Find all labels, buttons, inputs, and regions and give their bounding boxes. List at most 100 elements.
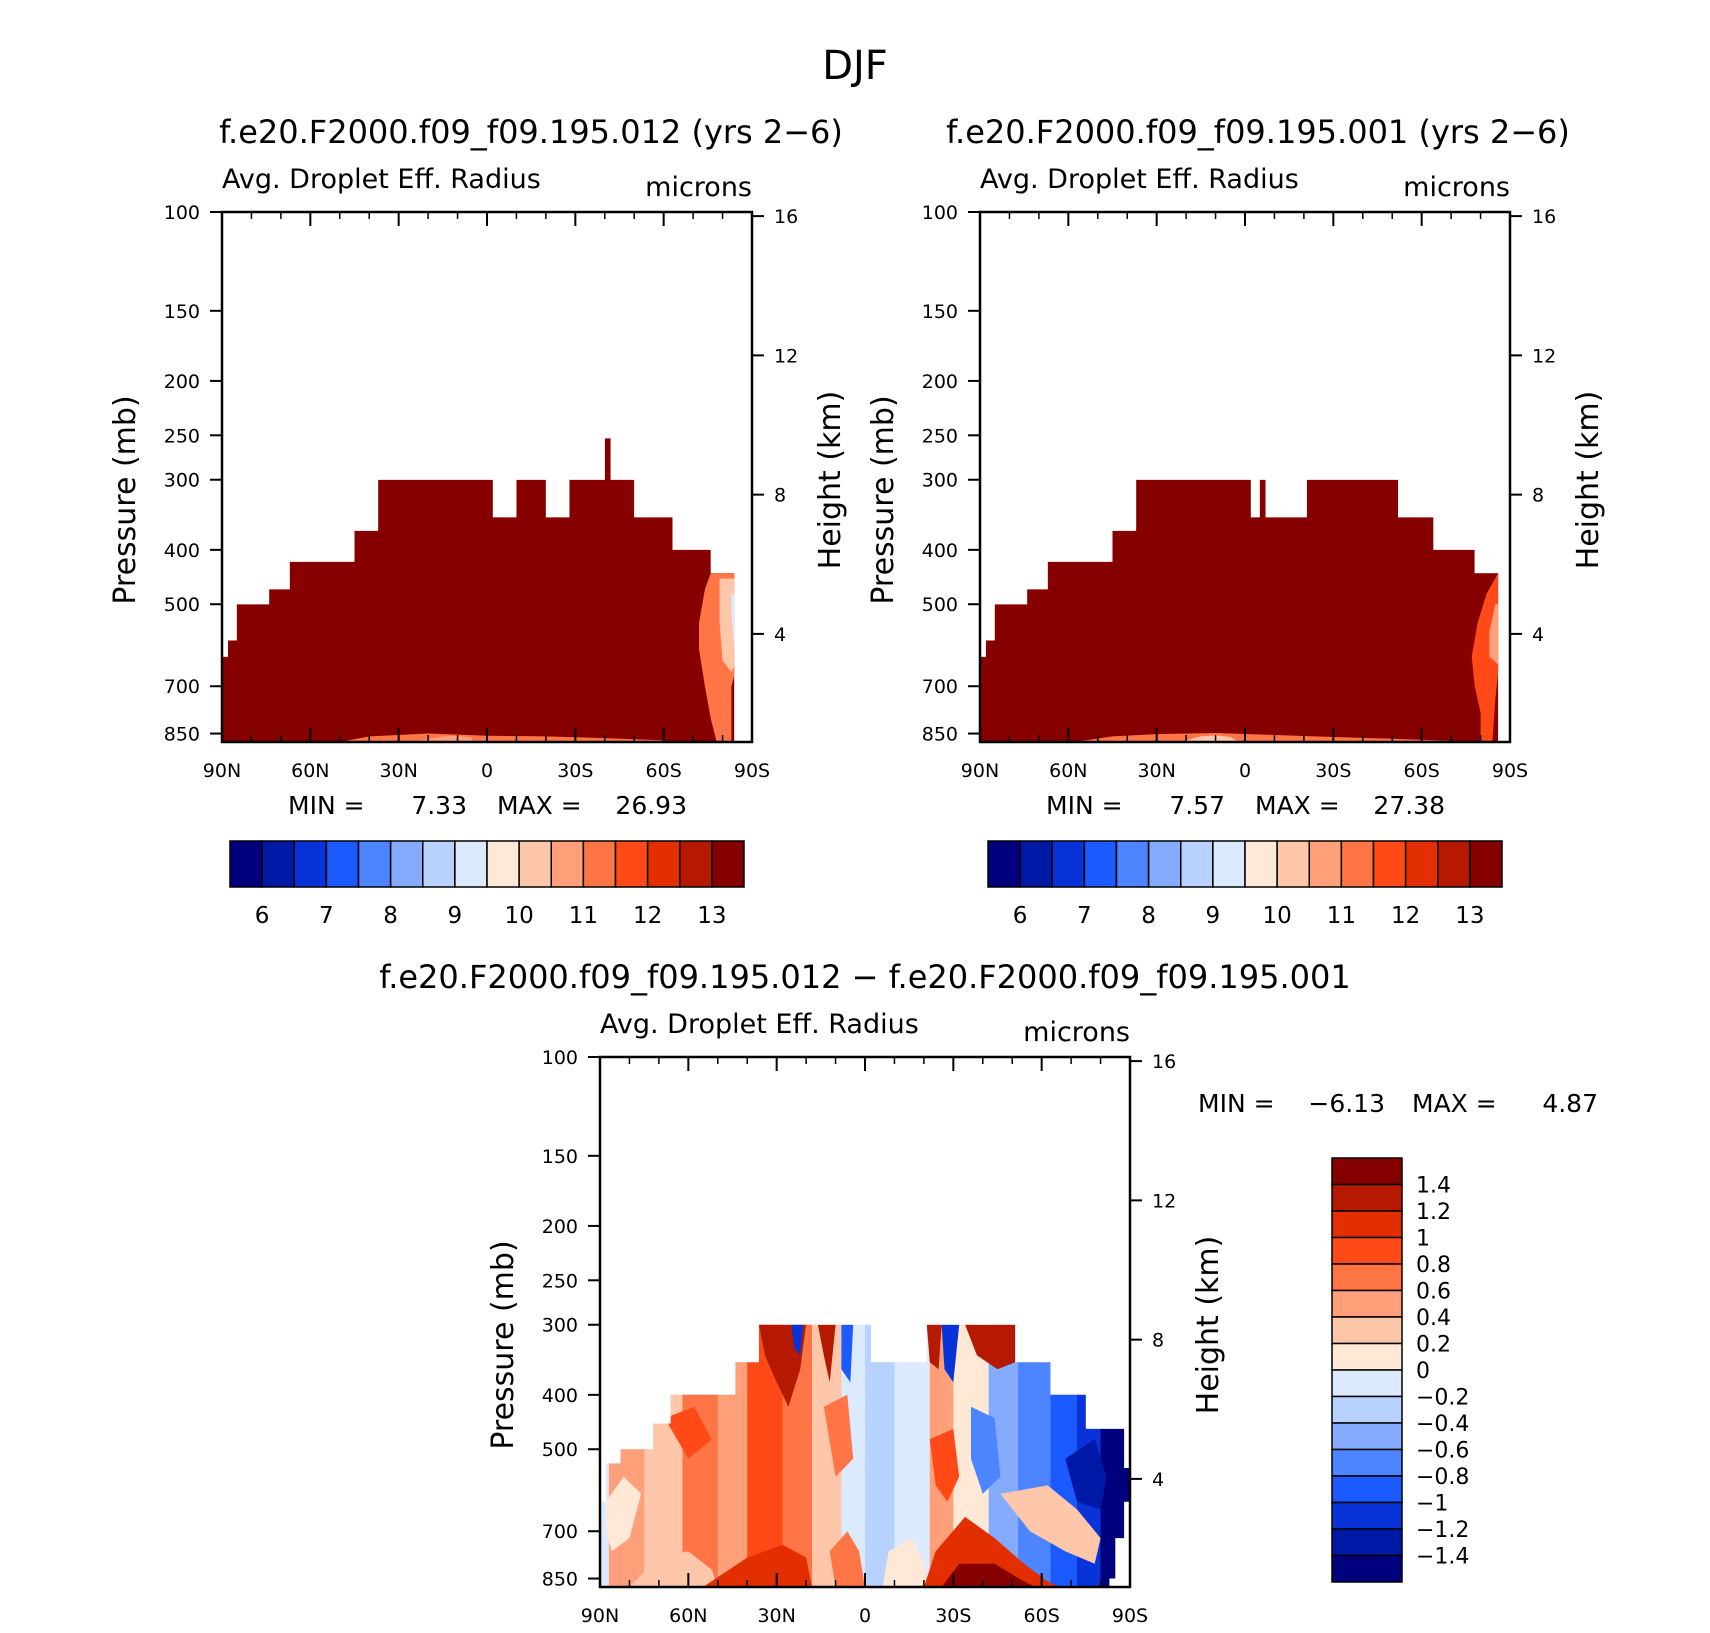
contour-region-2 xyxy=(731,594,735,653)
panel-title: f.e20.F2000.f09_f09.195.012 − f.e20.F200… xyxy=(379,958,1351,996)
colorbar-label: 10 xyxy=(504,903,533,929)
contour-band-17 xyxy=(1100,1324,1130,1587)
y2-tick-label: 4 xyxy=(774,624,786,646)
units-label: microns xyxy=(1403,172,1510,203)
x-tick-label: 30S xyxy=(1315,760,1351,782)
figure-title: DJF xyxy=(822,43,888,89)
colorbar-label: 10 xyxy=(1262,903,1291,929)
colorbar-label: 0.2 xyxy=(1416,1333,1451,1358)
contour-region-5 xyxy=(941,1324,960,1383)
y-tick-label: 700 xyxy=(164,676,200,698)
x-tick-label: 90S xyxy=(734,760,770,782)
colorbar-swatch xyxy=(1331,1369,1403,1398)
y-tick-label: 850 xyxy=(164,724,200,746)
colorbar-swatch xyxy=(1212,840,1246,888)
colorbar-label: −1 xyxy=(1416,1492,1448,1517)
colorbar-swatch xyxy=(1308,840,1343,888)
max-value: 27.38 xyxy=(1373,791,1445,820)
colorbar-swatch xyxy=(711,840,745,888)
contour-region-1 xyxy=(719,578,735,672)
chart-panel-1: f.e20.F2000.f09_f09.195.012 (yrs 2−6) Avg… xyxy=(108,113,848,929)
y2-tick-label: 8 xyxy=(774,485,786,507)
max-value: 4.87 xyxy=(1542,1089,1598,1118)
contour-region-3 xyxy=(841,1324,854,1383)
colorbar-swatch xyxy=(518,840,552,888)
colorbar-swatch xyxy=(1331,1501,1403,1530)
colorbar-swatch xyxy=(1469,840,1503,888)
contour-region-11 xyxy=(882,1538,930,1587)
contour-region-9 xyxy=(703,1544,812,1587)
x-tick-label: 0 xyxy=(859,1605,871,1627)
colorbar-swatch xyxy=(550,840,585,888)
y-tick-label: 850 xyxy=(542,1569,578,1591)
contour-band-8 xyxy=(841,1324,866,1587)
contour-band-9 xyxy=(865,1324,895,1587)
colorbar-swatch xyxy=(1331,1263,1403,1292)
colorbar-swatch xyxy=(1340,840,1375,888)
colorbar-swatch xyxy=(1019,840,1053,888)
colorbar-swatch xyxy=(422,840,456,888)
contour-region-8 xyxy=(629,1551,718,1587)
contour-field xyxy=(222,438,735,742)
colorbar-swatch xyxy=(1331,1528,1403,1557)
y-tick-label: 400 xyxy=(542,1385,578,1407)
max-value: 26.93 xyxy=(615,791,687,820)
x-tick-label: 60N xyxy=(1049,760,1087,782)
y-tick-label: 150 xyxy=(922,301,958,323)
min-value: 7.57 xyxy=(1169,791,1225,820)
y-tick-label: 100 xyxy=(542,1047,578,1069)
x-tick-label: 0 xyxy=(1239,760,1251,782)
y2-tick-label: 16 xyxy=(1532,206,1556,228)
colorbar-label: 9 xyxy=(1206,903,1221,929)
colorbar: 6 7 8 9 10 11 12 13 xyxy=(987,840,1503,929)
contour-region-18 xyxy=(664,1406,712,1459)
y-tick-label: 200 xyxy=(542,1216,578,1238)
colorbar-swatch xyxy=(987,840,1021,888)
colorbar-swatch xyxy=(1331,1395,1403,1424)
max-label: MAX = xyxy=(1255,791,1340,820)
y-tick-label: 300 xyxy=(922,470,958,492)
y-axis-label: Pressure (mb) xyxy=(108,395,143,604)
contour-region-6 xyxy=(965,1324,1016,1370)
contour-band-14 xyxy=(1018,1324,1051,1587)
min-label: MIN = xyxy=(1046,791,1123,820)
colorbar-swatch xyxy=(293,840,328,888)
contour-region-19 xyxy=(823,1394,854,1477)
colorbar-swatch xyxy=(1331,1289,1403,1318)
colorbar-label: 8 xyxy=(1141,903,1156,929)
field-label: Avg. Droplet Eff. Radius xyxy=(600,1009,919,1040)
x-tick-label: 90N xyxy=(203,760,241,782)
min-label: MIN = xyxy=(1198,1089,1275,1118)
contour-band-10 xyxy=(894,1324,931,1587)
contour-region-1 xyxy=(1489,604,1499,665)
colorbar-swatch xyxy=(1331,1342,1403,1371)
x-tick-label: 60N xyxy=(669,1605,707,1627)
min-label: MIN = xyxy=(288,791,365,820)
contour-region-16 xyxy=(1000,1485,1101,1564)
y-tick-label: 700 xyxy=(542,1521,578,1543)
panel-title: f.e20.F2000.f09_f09.195.001 (yrs 2−6) xyxy=(946,113,1570,151)
colorbar-label: 0.6 xyxy=(1416,1280,1451,1305)
contour-band-6 xyxy=(782,1324,813,1587)
contour-region-14 xyxy=(929,1428,960,1502)
colorbar-swatch xyxy=(1276,840,1310,888)
y-tick-label: 200 xyxy=(922,371,958,393)
y-tick-label: 500 xyxy=(542,1439,578,1461)
colorbar-label: 8 xyxy=(383,903,398,929)
x-tick-label: 90S xyxy=(1492,760,1528,782)
colorbar-swatch xyxy=(1331,1210,1403,1239)
y2-tick-label: 4 xyxy=(1152,1469,1164,1491)
colorbar-label: 1.4 xyxy=(1416,1174,1451,1199)
colorbar-label: 13 xyxy=(1455,903,1484,929)
colorbar-label: −1.4 xyxy=(1416,1545,1469,1570)
colorbar-swatch xyxy=(1331,1448,1403,1477)
y2-axis-label: Height (km) xyxy=(1571,391,1606,570)
colorbar-swatch xyxy=(389,840,424,888)
contour-region-3 xyxy=(339,733,664,742)
colorbar-swatch xyxy=(229,840,263,888)
units-label: microns xyxy=(1023,1017,1130,1048)
y2-tick-label: 4 xyxy=(1532,624,1544,646)
y-tick-label: 300 xyxy=(542,1315,578,1337)
colorbar: 1.41.210.80.60.40.20−0.2−0.4−0.6−0.8−1−1… xyxy=(1331,1157,1469,1583)
colorbar-swatch xyxy=(1331,1236,1403,1265)
